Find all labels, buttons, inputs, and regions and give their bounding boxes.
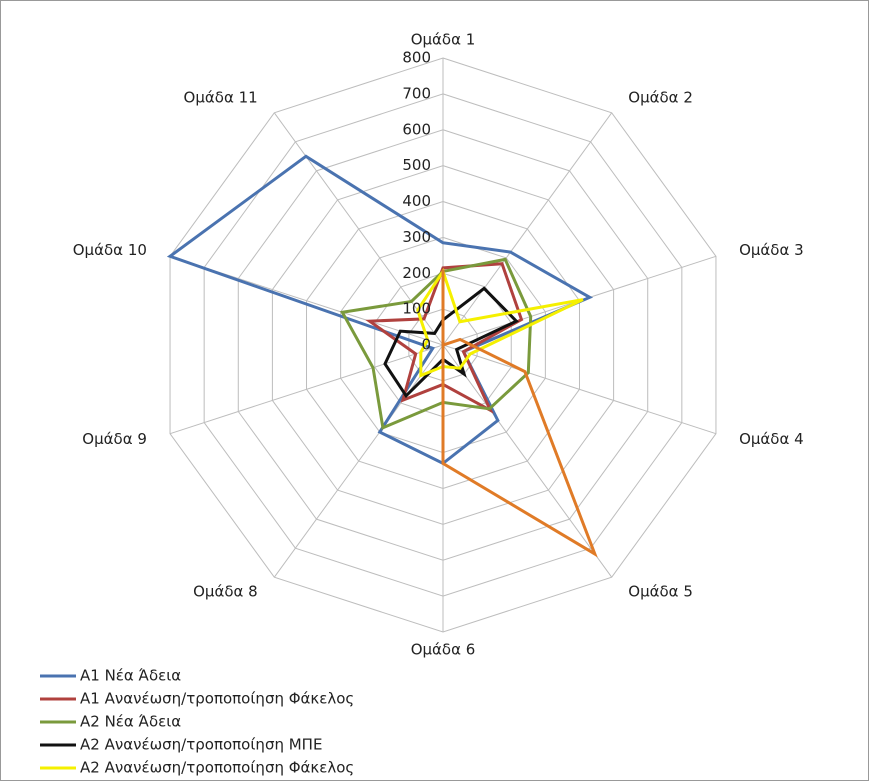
r-tick-label: 700 — [402, 84, 431, 102]
category-label: Ομάδα 10 — [73, 241, 147, 259]
category-label: Ομάδα 11 — [184, 89, 258, 107]
spoke — [442, 112, 613, 346]
r-tick-label: 100 — [402, 300, 431, 318]
category-label: Ομάδα 8 — [193, 582, 258, 600]
r-tick-label: 400 — [402, 192, 431, 210]
r-tick-label: 500 — [402, 156, 431, 174]
spoke — [273, 344, 444, 578]
legend-label: Α2 Ανανέωση/τροποποίηση ΜΠΕ — [80, 736, 322, 754]
spoke — [442, 344, 613, 578]
r-tick-label: 600 — [402, 120, 431, 138]
legend-label: Α2 Νέα Άδεια — [80, 713, 181, 731]
category-label: Ομάδα 9 — [82, 430, 147, 448]
category-label: Ομάδα 2 — [628, 89, 693, 107]
r-tick-label: 0 — [421, 336, 431, 354]
legend-label: Α1 Νέα Άδεια — [80, 667, 181, 685]
r-tick-label: 200 — [402, 264, 431, 282]
category-label: Ομάδα 3 — [739, 241, 804, 259]
r-tick-label: 300 — [402, 228, 431, 246]
spoke — [169, 344, 444, 435]
series-line — [441, 269, 598, 558]
r-tick-label: 800 — [402, 49, 431, 67]
category-label: Ομάδα 1 — [411, 31, 476, 49]
legend-label: Α2 Ανανέωση/τροποποίηση Φάκελος — [80, 759, 354, 777]
category-label: Ομάδα 4 — [739, 430, 804, 448]
legend-label: Α1 Ανανέωση/τροποποίηση Φάκελος — [80, 690, 354, 708]
spoke — [273, 112, 444, 346]
spoke — [442, 344, 717, 435]
category-label: Ομάδα 5 — [628, 582, 693, 600]
category-label: Ομάδα 6 — [411, 641, 476, 659]
